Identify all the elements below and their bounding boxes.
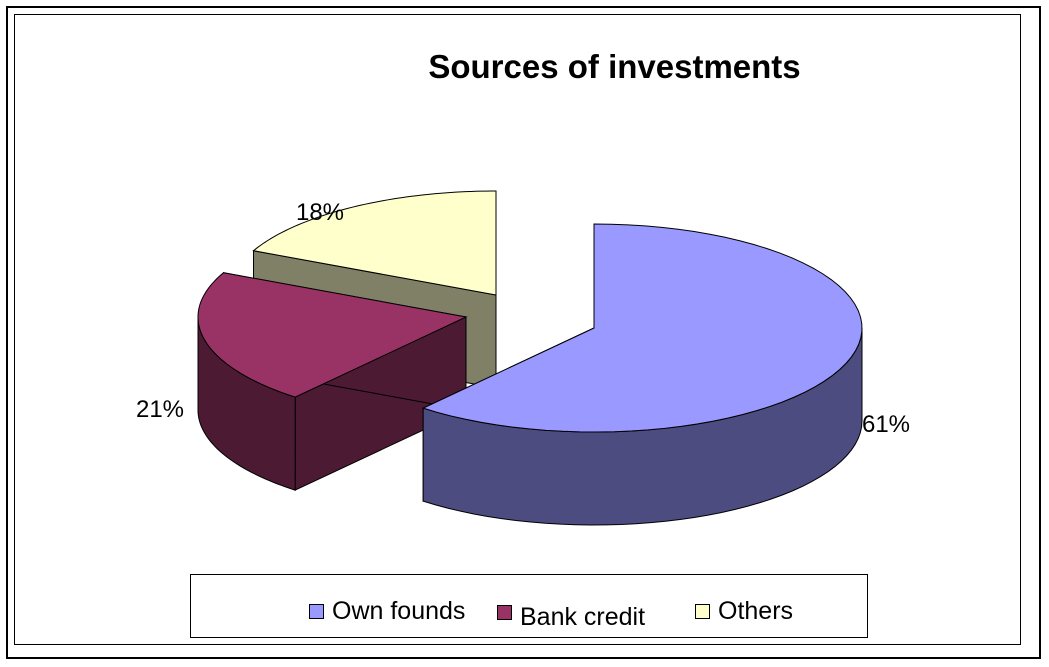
legend-label-own-founds: Own founds xyxy=(332,597,466,625)
data-label-bank-credit: 21% xyxy=(136,396,184,423)
legend-swatch-own-founds xyxy=(309,604,324,619)
legend-swatch-others xyxy=(695,604,710,619)
chart-title: Sources of investments xyxy=(428,48,801,85)
legend-item-others: Others xyxy=(695,597,793,626)
slice-top-others xyxy=(252,190,497,296)
legend-item-bank-credit: Bank credit xyxy=(497,603,645,632)
slice-top-bank-credit xyxy=(197,272,468,398)
legend-label-others: Others xyxy=(718,597,794,625)
legend: Own founds Bank credit Others xyxy=(190,574,868,638)
data-label-own-founds: 61% xyxy=(862,411,910,438)
slice-top-own-founds xyxy=(421,223,863,433)
legend-swatch-bank-credit xyxy=(497,605,512,620)
legend-label-bank-credit: Bank credit xyxy=(520,603,646,631)
data-label-others: 18% xyxy=(296,199,344,226)
legend-item-own-founds: Own founds xyxy=(309,597,465,626)
